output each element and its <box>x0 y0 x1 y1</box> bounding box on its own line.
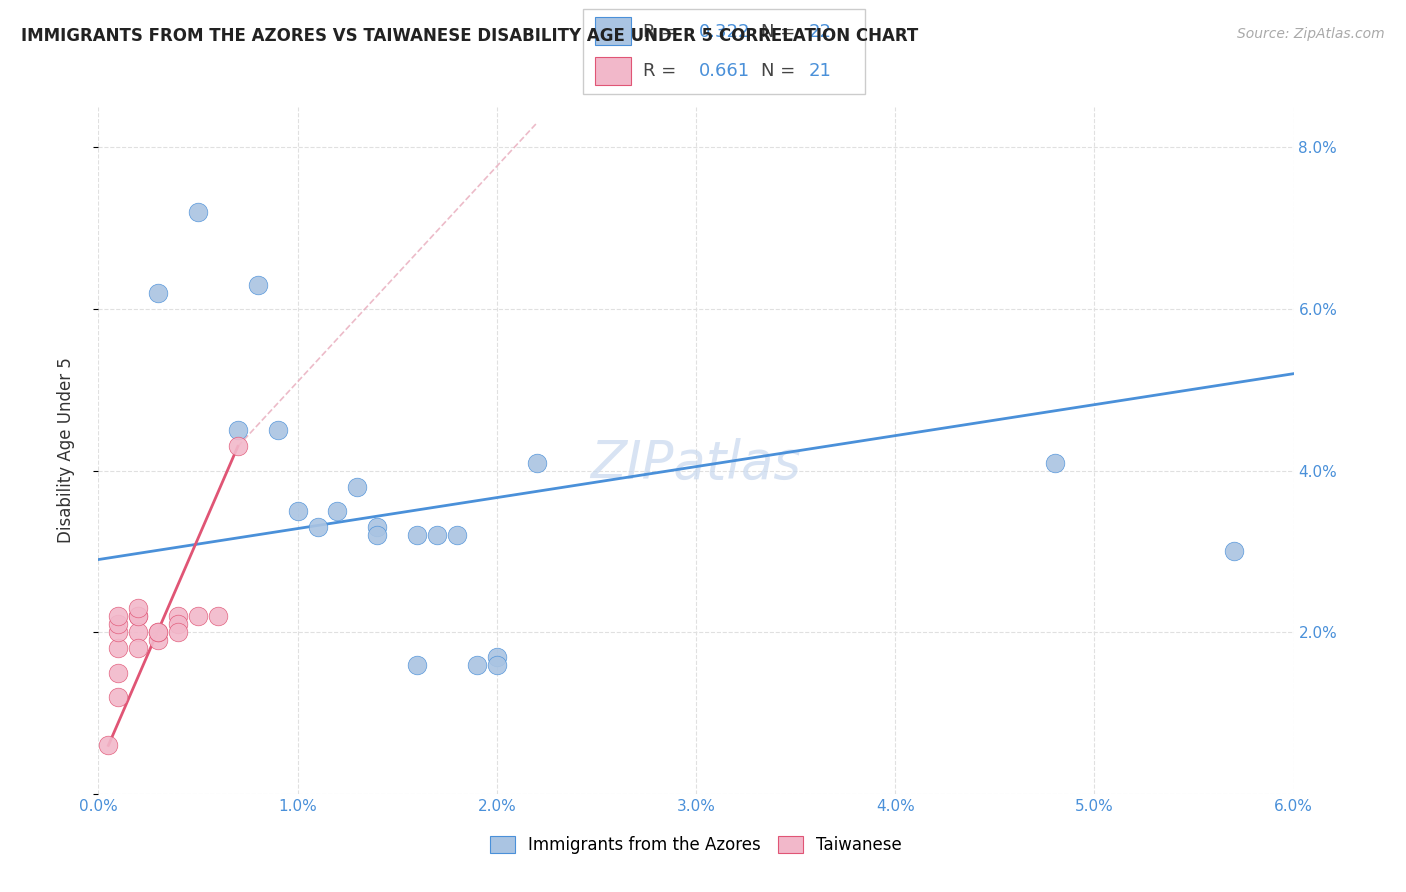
Text: 22: 22 <box>808 23 831 41</box>
Point <box>148 625 170 640</box>
Legend: Immigrants from the Azores, Taiwanese: Immigrants from the Azores, Taiwanese <box>484 830 908 861</box>
Text: R =: R = <box>643 62 682 79</box>
Text: R =: R = <box>643 23 682 41</box>
Y-axis label: Disability Age Under 5: Disability Age Under 5 <box>56 358 75 543</box>
Point <box>148 285 170 300</box>
Point <box>107 641 129 656</box>
Point <box>1223 544 1246 558</box>
Point <box>148 625 170 640</box>
FancyBboxPatch shape <box>595 57 631 85</box>
Point <box>148 633 170 648</box>
Point <box>446 528 468 542</box>
Point <box>1043 456 1066 470</box>
Point <box>207 609 229 624</box>
Point <box>406 657 429 672</box>
Point <box>366 520 388 534</box>
Point <box>465 657 488 672</box>
Point <box>107 625 129 640</box>
Point <box>127 609 149 624</box>
Text: IMMIGRANTS FROM THE AZORES VS TAIWANESE DISABILITY AGE UNDER 5 CORRELATION CHART: IMMIGRANTS FROM THE AZORES VS TAIWANESE … <box>21 27 918 45</box>
Point <box>107 690 129 704</box>
Point <box>127 609 149 624</box>
Text: 0.322: 0.322 <box>699 23 751 41</box>
Text: 21: 21 <box>808 62 831 79</box>
Point <box>346 480 368 494</box>
Point <box>167 609 190 624</box>
Point <box>107 665 129 680</box>
Point <box>167 617 190 632</box>
Point <box>485 649 508 664</box>
Point <box>485 657 508 672</box>
FancyBboxPatch shape <box>595 18 631 45</box>
Point <box>187 205 209 219</box>
Point <box>326 504 349 518</box>
Point <box>267 423 290 437</box>
Point <box>226 439 249 453</box>
Point <box>127 601 149 615</box>
Text: 0.661: 0.661 <box>699 62 749 79</box>
Point <box>187 609 209 624</box>
FancyBboxPatch shape <box>583 9 865 94</box>
Point <box>107 617 129 632</box>
Point <box>97 739 120 753</box>
Point <box>307 520 329 534</box>
Point <box>526 456 548 470</box>
Text: N =: N = <box>761 23 800 41</box>
Point <box>406 528 429 542</box>
Point <box>127 641 149 656</box>
Text: N =: N = <box>761 62 800 79</box>
Point <box>366 528 388 542</box>
Point <box>127 625 149 640</box>
Point <box>107 609 129 624</box>
Text: Source: ZipAtlas.com: Source: ZipAtlas.com <box>1237 27 1385 41</box>
Point <box>246 277 269 292</box>
Point <box>426 528 449 542</box>
Point <box>287 504 309 518</box>
Point <box>167 625 190 640</box>
Text: ZIPatlas: ZIPatlas <box>591 438 801 491</box>
Point <box>226 423 249 437</box>
